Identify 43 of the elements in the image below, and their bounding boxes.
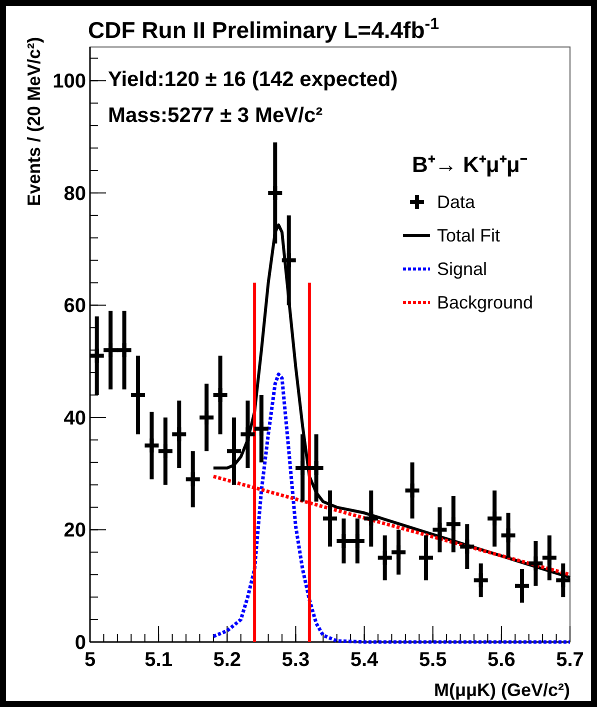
point xyxy=(102,341,120,360)
point xyxy=(444,515,462,534)
point xyxy=(499,526,518,544)
point xyxy=(430,520,449,539)
legend-label: Data xyxy=(437,192,476,212)
point xyxy=(156,442,174,460)
y-tick-label: 20 xyxy=(64,520,86,542)
y-tick-label: 100 xyxy=(52,70,86,93)
x-tick-label: 5.5 xyxy=(418,649,447,671)
point xyxy=(526,554,545,572)
point xyxy=(280,251,298,270)
legend-label: Signal xyxy=(437,259,488,279)
point xyxy=(184,470,202,488)
y-tick-label: 80 xyxy=(64,182,86,205)
annotation: Yield:120 ± 16 (142 expected) xyxy=(108,68,398,91)
annotation: Mass:5277 ± 3 MeV/c² xyxy=(108,104,323,127)
x-tick-label: 5.3 xyxy=(282,649,310,671)
x-tick-label: 5.7 xyxy=(556,649,584,671)
legend-label: Total Fit xyxy=(437,226,500,246)
point xyxy=(376,548,394,567)
y-tick-label: 40 xyxy=(64,407,86,430)
x-tick-label: 5 xyxy=(84,649,96,671)
chart-title: CDF Run II Preliminary L=4.4fb$^{-1}$ xyxy=(88,15,440,43)
point xyxy=(170,425,188,444)
x-tick-label: 5.2 xyxy=(213,649,242,671)
point xyxy=(540,548,558,567)
x-axis-title: M(μμK) (GeV/c²) xyxy=(434,680,570,700)
point xyxy=(458,538,476,556)
x-tick-label: 5.4 xyxy=(350,649,380,671)
legend-title: B⁺→ K⁺μ⁺μ⁻ xyxy=(412,152,528,177)
point xyxy=(472,571,490,590)
x-tick-label: 5.6 xyxy=(488,649,516,671)
y-tick-label: 60 xyxy=(64,295,86,318)
x-tick-label: 5.1 xyxy=(144,649,172,671)
point xyxy=(390,543,408,562)
y-tick-label: 0 xyxy=(74,632,86,654)
y-axis-title: Events / (20 MeV/c²) xyxy=(24,37,44,206)
legend-label: Background xyxy=(437,292,534,312)
point xyxy=(554,571,572,590)
point xyxy=(115,341,134,360)
point xyxy=(238,425,257,444)
point xyxy=(252,420,270,438)
line-series xyxy=(212,372,572,644)
